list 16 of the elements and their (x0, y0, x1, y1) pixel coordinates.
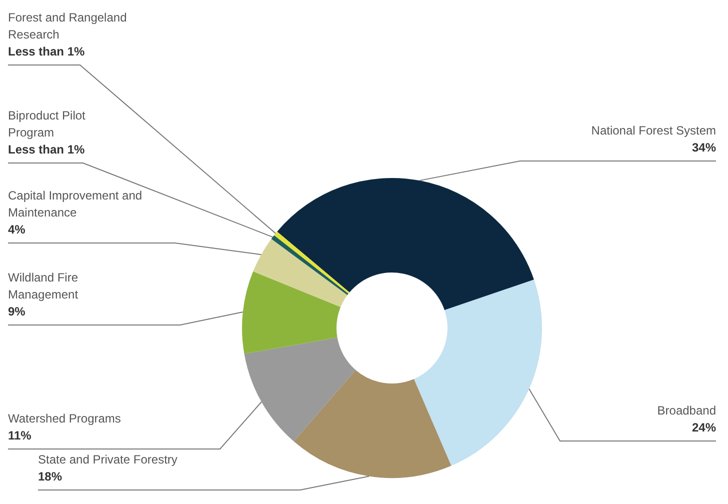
slice-label: National Forest System (591, 123, 716, 138)
slice-label: Biproduct Pilot Program (8, 108, 86, 140)
data-label: 9% (8, 304, 26, 318)
slice-label: State and Private Forestry (38, 452, 178, 466)
slice-label: Capital Improvement and Maintenance (8, 188, 142, 220)
slice-label: Forest and Rangeland Research (8, 10, 127, 42)
slice-label: Wildland Fire Management (8, 270, 79, 302)
slice-label: Broadband (657, 403, 716, 418)
data-label: 11% (8, 428, 32, 442)
data-label: 4% (8, 222, 26, 236)
data-label: 34% (692, 140, 716, 154)
data-label: Less than 1% (8, 44, 86, 58)
data-label: 18% (38, 469, 62, 484)
data-label: Less than 1% (8, 142, 86, 156)
slice-label: Watershed Programs (8, 411, 121, 426)
data-label: 24% (692, 420, 716, 434)
